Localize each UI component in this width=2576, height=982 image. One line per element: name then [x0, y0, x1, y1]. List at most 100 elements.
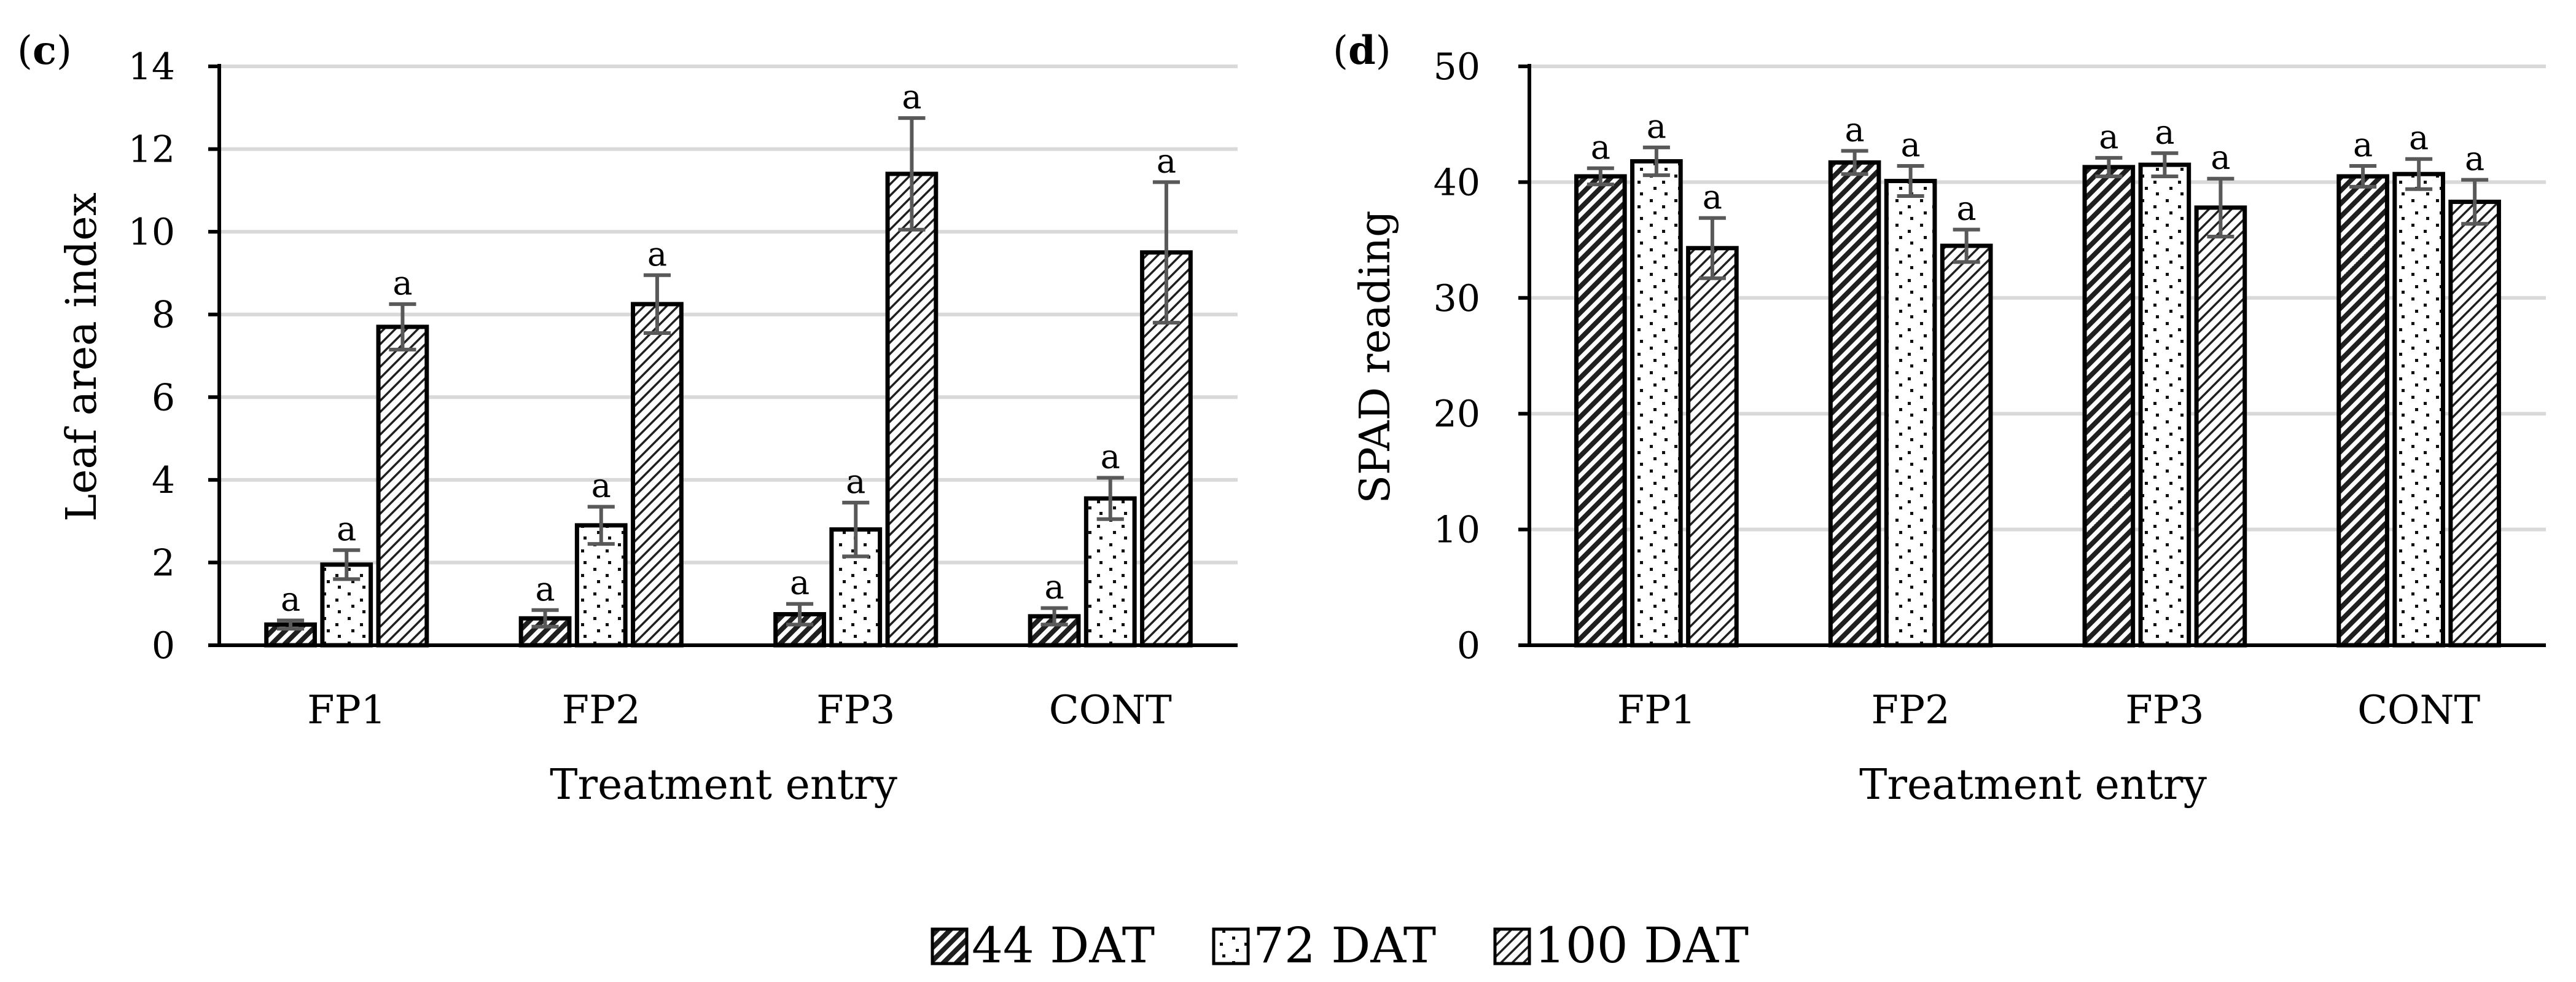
- panel-c-y-tick-label: 4: [152, 459, 175, 502]
- legend-item-44-dat: 44 DAT: [931, 917, 1155, 974]
- panel-d-significance-label: a: [2211, 138, 2230, 177]
- panel-c-y-tick-label: 10: [128, 211, 175, 254]
- panel-d-significance-label: a: [1647, 107, 1666, 146]
- panel-d-category-label: CONT: [2357, 688, 2480, 733]
- panel-d-y-axis-title: SPAD reading: [1351, 210, 1400, 503]
- panel-c-error-bar-100-dat: [898, 116, 926, 232]
- panel-d-bar-44-dat: [1574, 174, 1627, 648]
- legend-item-100-dat: 100 DAT: [1493, 917, 1749, 974]
- panel-d-bar-72-dat: [1630, 159, 1683, 648]
- panel-d-error-bar-72-dat: [1897, 164, 1924, 198]
- panel-d-letter: d: [1348, 28, 1376, 74]
- panel-d-category-label: FP2: [1872, 688, 1950, 733]
- panel-c-y-tick-label: 2: [152, 541, 175, 584]
- legend-swatch-72-dat: [1212, 927, 1250, 965]
- panel-d-significance-label: a: [2409, 119, 2429, 157]
- panel-c-significance-label: a: [647, 235, 667, 273]
- panel-c-error-bar-100-dat: [1152, 180, 1180, 325]
- panel-d-error-bar-100-dat: [2207, 176, 2234, 238]
- panel-c-significance-label: a: [790, 564, 810, 602]
- panel-d-error-bar-44-dat: [2095, 155, 2123, 178]
- panel-c-significance-label: a: [1157, 141, 1176, 180]
- panel-d-y-tick-label: 50: [1434, 45, 1480, 88]
- panel-d-category-label: FP3: [2125, 688, 2204, 733]
- legend-swatch-100-dat: [1493, 927, 1531, 965]
- panel-c-y-tick-label: 0: [152, 624, 175, 667]
- panel-c-significance-label: a: [1101, 437, 1120, 476]
- panel-c-y-tick-label: 6: [152, 376, 175, 419]
- panel-d-significance-label: a: [2155, 112, 2174, 151]
- panel-d-bar-100-dat: [2448, 199, 2501, 648]
- panel-d-error-bar-100-dat: [1953, 227, 1980, 264]
- panel-d-error-bar-44-dat: [1841, 149, 1868, 176]
- panel-c-error-bar-72-dat: [1096, 476, 1124, 521]
- panel-c-error-bar-44-dat: [786, 602, 814, 627]
- panel-d-error-bar-44-dat: [2349, 164, 2377, 189]
- panel-d-y-tick-label: 0: [1457, 624, 1480, 667]
- panel-c-category-label: FP1: [307, 688, 386, 733]
- panel-c-significance-label: a: [392, 264, 412, 302]
- panel-c-error-bar-44-dat: [1040, 606, 1068, 627]
- panel-c-bar-100-dat: [376, 324, 429, 648]
- panel-d-bar-100-dat: [1686, 246, 1739, 648]
- panel-c-error-bar-72-dat: [842, 500, 870, 559]
- panel-d-y-tick-label: 20: [1434, 393, 1480, 436]
- panel-c-y-ticks: 0 2 4 6 8 10 12 14: [128, 45, 175, 667]
- legend-label-72-dat: 72 DAT: [1253, 917, 1436, 974]
- panel-c-significance-label: a: [591, 466, 611, 505]
- panel-c-x-axis-title: Treatment entry: [550, 761, 897, 809]
- panel-d-bar-72-dat: [1884, 179, 1937, 648]
- panel-d-categories: FP1 FP2 FP3 CONT: [1617, 688, 2481, 733]
- panel-c-y-tick-label: 14: [128, 45, 175, 88]
- panel-d-significance-label: a: [2099, 117, 2118, 156]
- panel-d-bar-44-dat: [1828, 160, 1881, 648]
- panel-d-significance-label: a: [2465, 139, 2484, 178]
- panel-d-label: (d): [1333, 28, 1391, 74]
- panel-c-category-label: FP3: [816, 688, 895, 733]
- panel-c-error-bar-100-dat: [643, 273, 671, 335]
- panel-c-error-bar-72-dat: [333, 548, 361, 581]
- panel-c-bar-100-dat: [1140, 250, 1193, 648]
- legend-label-100-dat: 100 DAT: [1534, 917, 1749, 974]
- panel-d-bar-72-dat: [2138, 162, 2192, 648]
- legend: 44 DAT 72 DAT 100 DAT: [931, 917, 1749, 974]
- panel-c-significance-label: a: [902, 77, 921, 116]
- panel-d-significance-label: a: [1844, 111, 1864, 149]
- panel-d-x-axis-title: Treatment entry: [1859, 761, 2207, 809]
- panel-d-bar-100-dat: [1940, 243, 1993, 648]
- panel-c-bar-100-dat: [885, 171, 939, 648]
- panel-c-category-label: FP2: [562, 688, 641, 733]
- panel-c-error-bar-100-dat: [389, 302, 416, 352]
- panel-d-bar-44-dat: [2082, 165, 2136, 648]
- legend-item-72-dat: 72 DAT: [1212, 917, 1436, 974]
- panel-c-significance-label: a: [535, 570, 555, 608]
- panel-d-error-bar-100-dat: [1698, 216, 1726, 280]
- panel-d-axes: [1518, 64, 2546, 647]
- panel-c-y-tick-label: 12: [128, 128, 175, 171]
- panel-c-significance-label: a: [337, 509, 356, 548]
- panel-c-error-bar-44-dat: [531, 608, 559, 629]
- panel-d-y-tick-label: 10: [1434, 509, 1480, 552]
- panel-d-category-label: FP1: [1617, 688, 1696, 733]
- panel-c-letter: c: [33, 28, 57, 74]
- panel-d-significance-label: a: [1957, 189, 1977, 228]
- panel-c-error-bar-44-dat: [277, 618, 305, 631]
- panel-d-y-tick-label: 30: [1434, 277, 1480, 320]
- legend-label-44-dat: 44 DAT: [972, 917, 1155, 974]
- panel-c-significance-label: a: [1044, 567, 1064, 606]
- panel-c-axes: [208, 64, 1238, 647]
- panel-d-y-tick-label: 40: [1434, 161, 1480, 204]
- panel-c-significance-label: a: [846, 462, 865, 501]
- panel-c-y-tick-label: 8: [152, 294, 175, 337]
- panel-d-error-bar-44-dat: [1587, 166, 1614, 187]
- panel-d-error-bar-72-dat: [1642, 145, 1670, 178]
- panel-d-error-bar-100-dat: [2461, 178, 2489, 226]
- panel-d-bar-44-dat: [2336, 174, 2389, 648]
- panel-d-bar-100-dat: [2194, 205, 2247, 648]
- panel-c-category-label: CONT: [1049, 688, 1172, 733]
- panel-c-categories: FP1 FP2 FP3 CONT: [307, 688, 1172, 733]
- panel-d-significance-label: a: [2353, 125, 2373, 164]
